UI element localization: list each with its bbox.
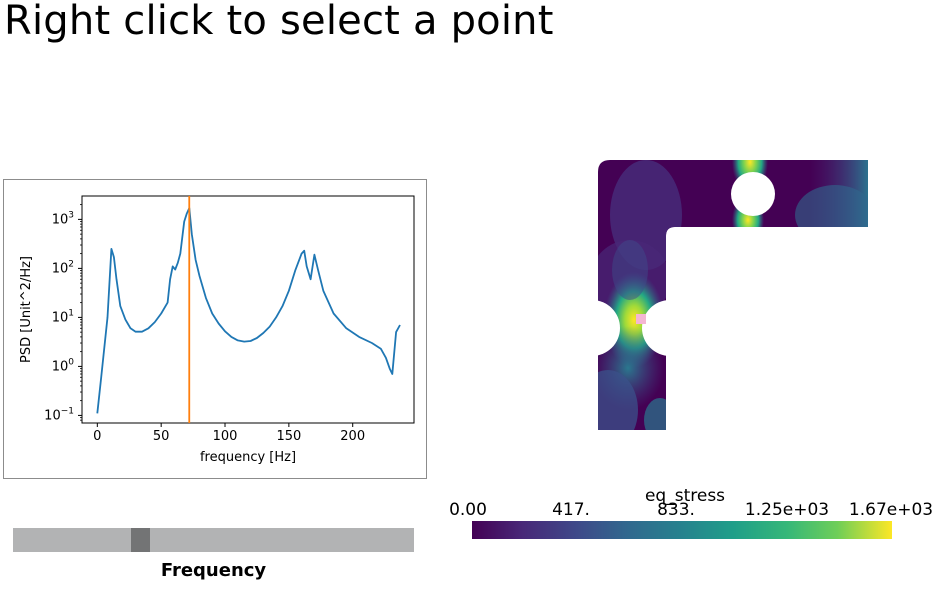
colorbar-tick: 1.67e+03 bbox=[848, 500, 934, 520]
y-tick-label: 102 bbox=[52, 259, 74, 276]
selected-point-marker[interactable] bbox=[636, 314, 646, 324]
stress-mesh-view[interactable] bbox=[430, 120, 943, 460]
y-tick-label: 100 bbox=[52, 357, 75, 374]
y-tick-label: 10−1 bbox=[44, 406, 74, 423]
colorbar bbox=[472, 521, 892, 539]
x-tick-label: 200 bbox=[340, 429, 365, 444]
colorbar-title: eq_stress bbox=[644, 486, 726, 506]
frequency-slider[interactable] bbox=[13, 528, 414, 552]
y-axis-label: PSD [Unit^2/Hz] bbox=[19, 256, 34, 363]
colorbar-tick: 1.25e+03 bbox=[744, 500, 830, 520]
psd-chart[interactable]: 0 50 100 150 200 10−1 100 101 102 103 frequency [H… bbox=[4, 180, 428, 480]
x-axis-label: frequency [Hz] bbox=[200, 450, 296, 465]
x-tick-label: 0 bbox=[93, 429, 101, 444]
bolt-hole bbox=[731, 172, 775, 216]
left-notch bbox=[564, 300, 620, 356]
x-tick-label: 150 bbox=[276, 429, 301, 444]
frequency-slider-handle[interactable] bbox=[131, 528, 151, 552]
y-tick-label: 103 bbox=[52, 210, 74, 227]
y-tick-label: 101 bbox=[52, 308, 74, 325]
colorbar-tick: 0.00 bbox=[449, 500, 487, 520]
x-tick-label: 100 bbox=[213, 429, 238, 444]
colorbar-tick: 417. bbox=[552, 500, 590, 520]
psd-plot-panel[interactable]: 0 50 100 150 200 10−1 100 101 102 103 frequency [H… bbox=[3, 179, 427, 479]
page-title: Right click to select a point bbox=[4, 0, 554, 44]
colorbar-tick: 833. bbox=[657, 500, 695, 520]
plot-axes-frame bbox=[81, 195, 415, 424]
x-tick-label: 50 bbox=[153, 429, 170, 444]
right-notch bbox=[642, 300, 698, 356]
l-bracket-plate[interactable] bbox=[578, 132, 880, 450]
psd-series-line bbox=[96, 207, 401, 414]
frequency-slider-label: Frequency bbox=[160, 560, 267, 581]
